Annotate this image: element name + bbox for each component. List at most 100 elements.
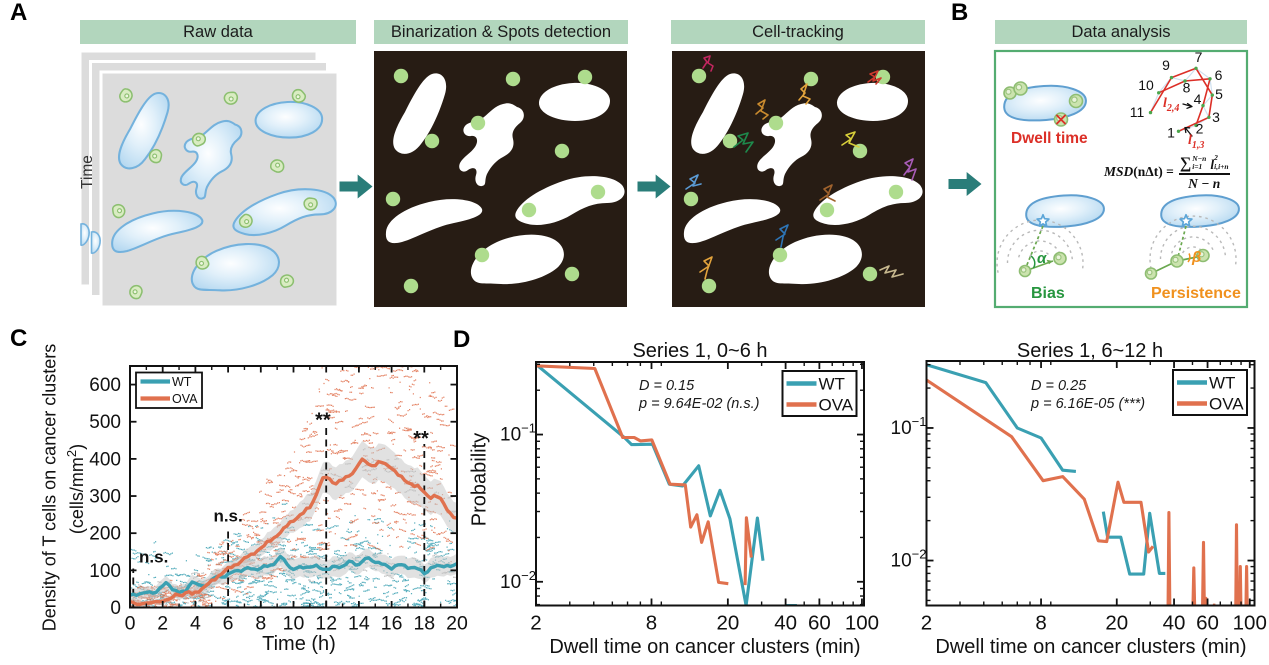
chart-c: n.s. n.s. ** ** WT OVA bbox=[130, 366, 457, 608]
green-cell bbox=[1068, 93, 1084, 109]
c-ytick-label: 500 bbox=[89, 412, 121, 433]
d2-xtick-label: 2 bbox=[921, 612, 932, 635]
c-xtick-label: 16 bbox=[381, 613, 403, 635]
banner-cell-tracking: Cell-tracking bbox=[671, 20, 925, 44]
d2-legend-label: OVA bbox=[1209, 395, 1244, 414]
green-cell bbox=[1003, 86, 1017, 100]
c-ytick-label: 600 bbox=[89, 375, 121, 396]
persistence-diagram bbox=[1144, 194, 1240, 280]
chart-c-data bbox=[130, 366, 457, 608]
time-axis-label: Time bbox=[79, 155, 96, 189]
d1-xlabel: Dwell time on cancer clusters (min) bbox=[549, 636, 861, 658]
d2-legend: WT OVA bbox=[1172, 369, 1248, 416]
chart-d1-data bbox=[536, 363, 797, 606]
bias-label: Bias bbox=[1031, 285, 1065, 302]
raw-green-cell bbox=[269, 159, 285, 173]
flow-arrow-icon bbox=[637, 174, 671, 199]
track-point-number: 5 bbox=[1215, 86, 1223, 102]
annotation-ns: n.s. bbox=[139, 548, 168, 567]
d1-line-WT bbox=[536, 363, 797, 606]
bias-diagram bbox=[996, 194, 1105, 278]
flow-arrow-icon bbox=[339, 174, 373, 199]
d1-stats: D = 0.15 p = 9.64E-02 (n.s.) bbox=[639, 378, 760, 413]
c-xtick-label: 14 bbox=[348, 613, 370, 635]
raw-green-cell bbox=[223, 91, 239, 105]
d2-title: Series 1, 6~12 h bbox=[1016, 340, 1164, 362]
annotation-ns: n.s. bbox=[213, 506, 242, 525]
green-cell bbox=[1053, 251, 1067, 266]
d2-xtick-label: 60 bbox=[1196, 612, 1219, 635]
d1-ytick-label: 10−1 bbox=[500, 421, 536, 446]
persistence-angle-label: β bbox=[1192, 249, 1202, 266]
c-legend-label: WT bbox=[172, 375, 192, 389]
mean-line-WT bbox=[130, 554, 457, 598]
band-layer bbox=[130, 440, 457, 608]
panel-a-graphics bbox=[78, 49, 982, 309]
raw-green-cell bbox=[291, 88, 307, 103]
panel-label-a: A bbox=[10, 0, 28, 26]
d1-xtick-label: 60 bbox=[808, 612, 831, 635]
c-ylabel-line2: (cells/mm2) bbox=[64, 443, 87, 535]
d1-xtick-label: 100 bbox=[845, 612, 879, 635]
d2-xtick-label: 40 bbox=[1163, 612, 1186, 635]
d2-xtick-label: 8 bbox=[1035, 612, 1046, 635]
c-xtick-label: 6 bbox=[223, 613, 234, 635]
track-point-number: 8 bbox=[1183, 80, 1191, 96]
banner-binarization: Binarization & Spots detection bbox=[374, 20, 628, 44]
c-xtick-label: 8 bbox=[255, 613, 266, 635]
raw-green-cell bbox=[191, 132, 207, 147]
raw-green-cell bbox=[119, 88, 133, 103]
annotation-stars: ** bbox=[413, 428, 429, 450]
flow-arrow-icon bbox=[948, 172, 982, 196]
d1-xtick-label: 8 bbox=[646, 612, 657, 635]
d1-title: Series 1, 0~6 h bbox=[632, 340, 768, 362]
binarization-panel bbox=[374, 51, 627, 307]
bias-angle-label: α bbox=[1037, 250, 1047, 267]
c-xtick-label: 20 bbox=[446, 613, 468, 635]
annotation-stars: ** bbox=[315, 410, 331, 432]
track-point-number: 6 bbox=[1215, 67, 1223, 83]
msd-segment-label-1-3: l1,3 bbox=[1188, 133, 1205, 151]
banner-data-analysis: Data analysis bbox=[995, 20, 1247, 44]
track-point-number: 4 bbox=[1194, 91, 1202, 107]
c-xlabel: Time (h) bbox=[262, 633, 336, 655]
c-ytick-label: 200 bbox=[89, 524, 121, 545]
raw-green-cell bbox=[148, 148, 163, 164]
track-point-number: 1 bbox=[1167, 125, 1175, 141]
c-ytick-label: 0 bbox=[110, 598, 121, 619]
panel-content bbox=[385, 68, 625, 294]
c-ytick-label: 100 bbox=[89, 561, 121, 582]
raw-green-cell bbox=[303, 197, 318, 211]
green-cell bbox=[1170, 254, 1184, 268]
track-point-number: 7 bbox=[1195, 49, 1203, 65]
d2-ytick-label: 10−2 bbox=[891, 547, 927, 572]
c-legend-label: OVA bbox=[172, 392, 198, 406]
track-point-number: 10 bbox=[1138, 77, 1154, 93]
c-xtick-label: 0 bbox=[125, 613, 136, 635]
d2-legend-label: WT bbox=[1209, 374, 1235, 393]
track-point-number: 9 bbox=[1162, 57, 1170, 73]
raw-green-cell bbox=[195, 255, 210, 270]
d1-legend: WT OVA bbox=[781, 370, 858, 417]
d1-legend-label: WT bbox=[819, 375, 845, 394]
c-xtick-label: 2 bbox=[157, 613, 168, 635]
green-cell bbox=[1013, 81, 1028, 96]
d1-xtick-label: 20 bbox=[716, 612, 739, 635]
cell-tracking-panel bbox=[672, 51, 925, 307]
d1-xtick-label: 40 bbox=[774, 612, 797, 635]
d1-xtick-label: 2 bbox=[530, 612, 541, 635]
dwell-time-label: Dwell time bbox=[1011, 130, 1088, 147]
d2-stats: D = 0.25 p = 6.16E-05 (***) bbox=[1031, 378, 1146, 413]
d1-legend-label: OVA bbox=[819, 396, 854, 415]
d1-ylabel: Probability bbox=[468, 432, 491, 527]
raw-data-cells bbox=[111, 88, 337, 300]
raw-green-cell bbox=[111, 203, 126, 219]
c-ylabel-line1: Density of T cells on cancer clusters bbox=[39, 343, 60, 632]
chart-d1: WT OVA bbox=[536, 363, 858, 606]
track-point-number: 2 bbox=[1196, 121, 1204, 137]
green-cell bbox=[1018, 264, 1032, 278]
green-cell bbox=[1196, 248, 1210, 263]
